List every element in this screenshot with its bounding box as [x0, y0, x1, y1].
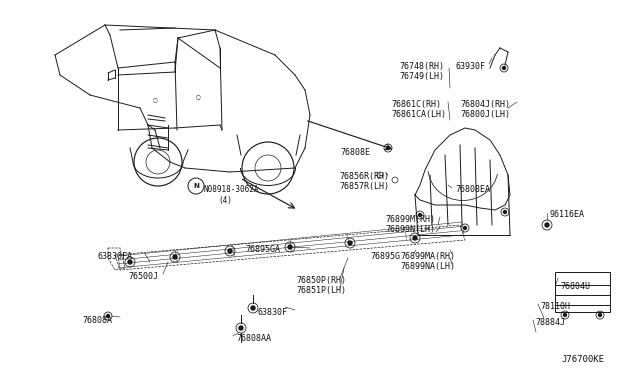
Text: 76748(RH): 76748(RH): [399, 62, 444, 71]
Circle shape: [239, 326, 243, 330]
Circle shape: [348, 241, 352, 245]
FancyBboxPatch shape: [555, 272, 610, 312]
Text: 76804J(RH): 76804J(RH): [460, 100, 510, 109]
Circle shape: [419, 214, 422, 217]
Text: J76700KE: J76700KE: [561, 355, 604, 364]
Text: 76850P(RH): 76850P(RH): [296, 276, 346, 285]
Text: 76500J: 76500J: [128, 272, 158, 281]
Circle shape: [502, 67, 506, 70]
Text: ○: ○: [152, 97, 157, 103]
Text: 76895G: 76895G: [370, 252, 400, 261]
Text: 76899MA(RH): 76899MA(RH): [400, 252, 455, 261]
Circle shape: [288, 245, 292, 249]
Text: 76808A: 76808A: [82, 316, 112, 325]
Circle shape: [106, 314, 109, 317]
Text: N: N: [193, 183, 199, 189]
Circle shape: [387, 147, 390, 150]
Text: 76899NA(LH): 76899NA(LH): [400, 262, 455, 271]
Circle shape: [251, 306, 255, 310]
Text: 63830F: 63830F: [258, 308, 288, 317]
Text: ○: ○: [196, 94, 200, 99]
Text: 96116EA: 96116EA: [550, 210, 585, 219]
Text: 76851P(LH): 76851P(LH): [296, 286, 346, 295]
Circle shape: [128, 260, 132, 264]
Circle shape: [545, 223, 549, 227]
Text: 63930F: 63930F: [455, 62, 485, 71]
Text: 76808EA: 76808EA: [455, 185, 490, 194]
Circle shape: [504, 211, 506, 214]
Circle shape: [563, 314, 566, 317]
Text: 76808E: 76808E: [340, 148, 370, 157]
Text: 76861CA(LH): 76861CA(LH): [391, 110, 446, 119]
Circle shape: [463, 227, 467, 230]
Circle shape: [598, 314, 602, 317]
Text: 78884J: 78884J: [535, 318, 565, 327]
Text: N08918-3062A: N08918-3062A: [204, 185, 259, 194]
Text: 76895GA: 76895GA: [245, 245, 280, 254]
Text: 76899M(RH): 76899M(RH): [385, 215, 435, 224]
Text: 63830FA: 63830FA: [97, 252, 132, 261]
Text: 76800J(LH): 76800J(LH): [460, 110, 510, 119]
Circle shape: [228, 249, 232, 253]
Text: 78110H: 78110H: [540, 302, 570, 311]
Circle shape: [173, 255, 177, 259]
Text: 76804U: 76804U: [560, 282, 590, 291]
Text: 76899N(LH): 76899N(LH): [385, 225, 435, 234]
Text: 76856R(RH): 76856R(RH): [339, 172, 389, 181]
Text: 76808AA: 76808AA: [236, 334, 271, 343]
Text: 76861C(RH): 76861C(RH): [391, 100, 441, 109]
Circle shape: [413, 236, 417, 240]
Text: 76749(LH): 76749(LH): [399, 72, 444, 81]
Text: 76857R(LH): 76857R(LH): [339, 182, 389, 191]
Text: (4): (4): [218, 196, 232, 205]
